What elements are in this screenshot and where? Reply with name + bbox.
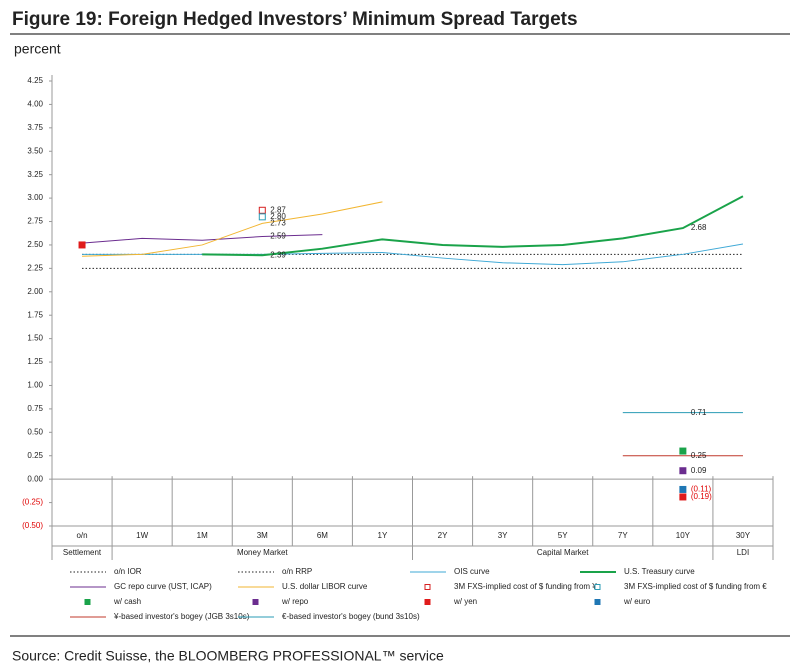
- marker: [679, 485, 687, 493]
- legend-label: OIS curve: [454, 567, 490, 576]
- group-label: LDI: [737, 548, 749, 557]
- x-tick-label: 7Y: [618, 531, 628, 540]
- y-tick-label: (0.50): [22, 521, 43, 530]
- x-tick-label: o/n: [76, 531, 87, 540]
- data-label: 0.71: [691, 408, 707, 417]
- x-tick-label: 10Y: [676, 531, 691, 540]
- x-tick-label: 1Y: [378, 531, 388, 540]
- legend-label: o/n RRP: [282, 567, 312, 576]
- legend-swatch: [84, 599, 91, 605]
- data-label: (0.11): [691, 485, 712, 494]
- y-tick-label: 0.00: [27, 474, 43, 483]
- x-tick-label: 1W: [136, 531, 148, 540]
- legend-label: U.S. Treasury curve: [624, 567, 695, 576]
- source: Source: Credit Suisse, the BLOOMBERG PRO…: [12, 648, 444, 664]
- y-tick-label: 2.75: [27, 217, 43, 226]
- y-tick-label: 3.25: [27, 170, 43, 179]
- marker: [679, 467, 687, 475]
- legend-label: 3M FXS-implied cost of $ funding from €: [624, 582, 767, 591]
- series-line: [82, 234, 323, 244]
- y-tick-label: 1.25: [27, 357, 43, 366]
- data-label: (0.19): [691, 492, 712, 501]
- x-tick-label: 2Y: [438, 531, 448, 540]
- legend-swatch: [594, 584, 601, 590]
- y-tick-label: 0.75: [27, 404, 43, 413]
- y-tick-label: 2.50: [27, 240, 43, 249]
- y-tick-label: 1.00: [27, 381, 43, 390]
- y-tick-label: 1.75: [27, 310, 43, 319]
- x-tick-label: 30Y: [736, 531, 751, 540]
- group-label: Capital Market: [537, 548, 589, 557]
- legend-swatch: [424, 584, 431, 590]
- data-label: 2.59: [270, 232, 286, 241]
- marker: [258, 213, 266, 221]
- legend-label: €-based investor's bogey (bund 3s10s): [282, 612, 420, 621]
- data-label: 2.80: [270, 212, 286, 221]
- legend-label: w/ cash: [113, 597, 141, 606]
- marker: [258, 206, 266, 214]
- marker: [679, 447, 687, 455]
- chart-title: Figure 19: Foreign Hedged Investors’ Min…: [12, 9, 578, 30]
- legend-label: GC repo curve (UST, ICAP): [114, 582, 212, 591]
- y-tick-label: 2.25: [27, 263, 43, 272]
- legend-label: w/ yen: [453, 597, 477, 606]
- y-tick-label: 3.00: [27, 193, 43, 202]
- x-tick-label: 3Y: [498, 531, 508, 540]
- legend-label: w/ euro: [623, 597, 651, 606]
- group-label: Money Market: [237, 548, 288, 557]
- y-tick-label: 4.25: [27, 76, 43, 85]
- y-tick-label: 3.50: [27, 146, 43, 155]
- legend-label: o/n IOR: [114, 567, 142, 576]
- data-label: 0.25: [691, 451, 707, 460]
- legend-swatch: [594, 599, 601, 605]
- x-tick-label: 3M: [257, 531, 268, 540]
- legend-label: U.S. dollar LIBOR curve: [282, 582, 368, 591]
- data-label: 2.68: [691, 223, 707, 232]
- y-axis-label: percent: [14, 41, 61, 57]
- group-label: Settlement: [63, 548, 102, 557]
- y-tick-label: (0.25): [22, 498, 43, 507]
- series-line: [202, 195, 744, 257]
- marker: [78, 241, 86, 249]
- y-tick-label: 1.50: [27, 334, 43, 343]
- x-tick-label: 5Y: [558, 531, 568, 540]
- x-tick-label: 1M: [197, 531, 208, 540]
- y-tick-label: 0.50: [27, 427, 43, 436]
- data-label: 2.73: [270, 219, 286, 228]
- legend-swatch: [252, 599, 259, 605]
- x-tick-label: 6M: [317, 531, 328, 540]
- y-tick-label: 4.00: [27, 100, 43, 109]
- legend-label: w/ repo: [281, 597, 309, 606]
- data-label: 2.39: [270, 250, 286, 259]
- y-tick-label: 2.00: [27, 287, 43, 296]
- legend-label: ¥-based investor's bogey (JGB 3s10s): [113, 612, 250, 621]
- series-line: [82, 201, 383, 257]
- y-tick-label: 3.75: [27, 123, 43, 132]
- y-tick-label: 0.25: [27, 451, 43, 460]
- data-label: 2.87: [270, 205, 286, 214]
- series-line: [82, 243, 744, 266]
- legend-swatch: [424, 599, 431, 605]
- marker: [679, 493, 687, 501]
- legend-label: 3M FXS-implied cost of $ funding from ¥: [454, 582, 597, 591]
- data-label: 0.09: [691, 466, 707, 475]
